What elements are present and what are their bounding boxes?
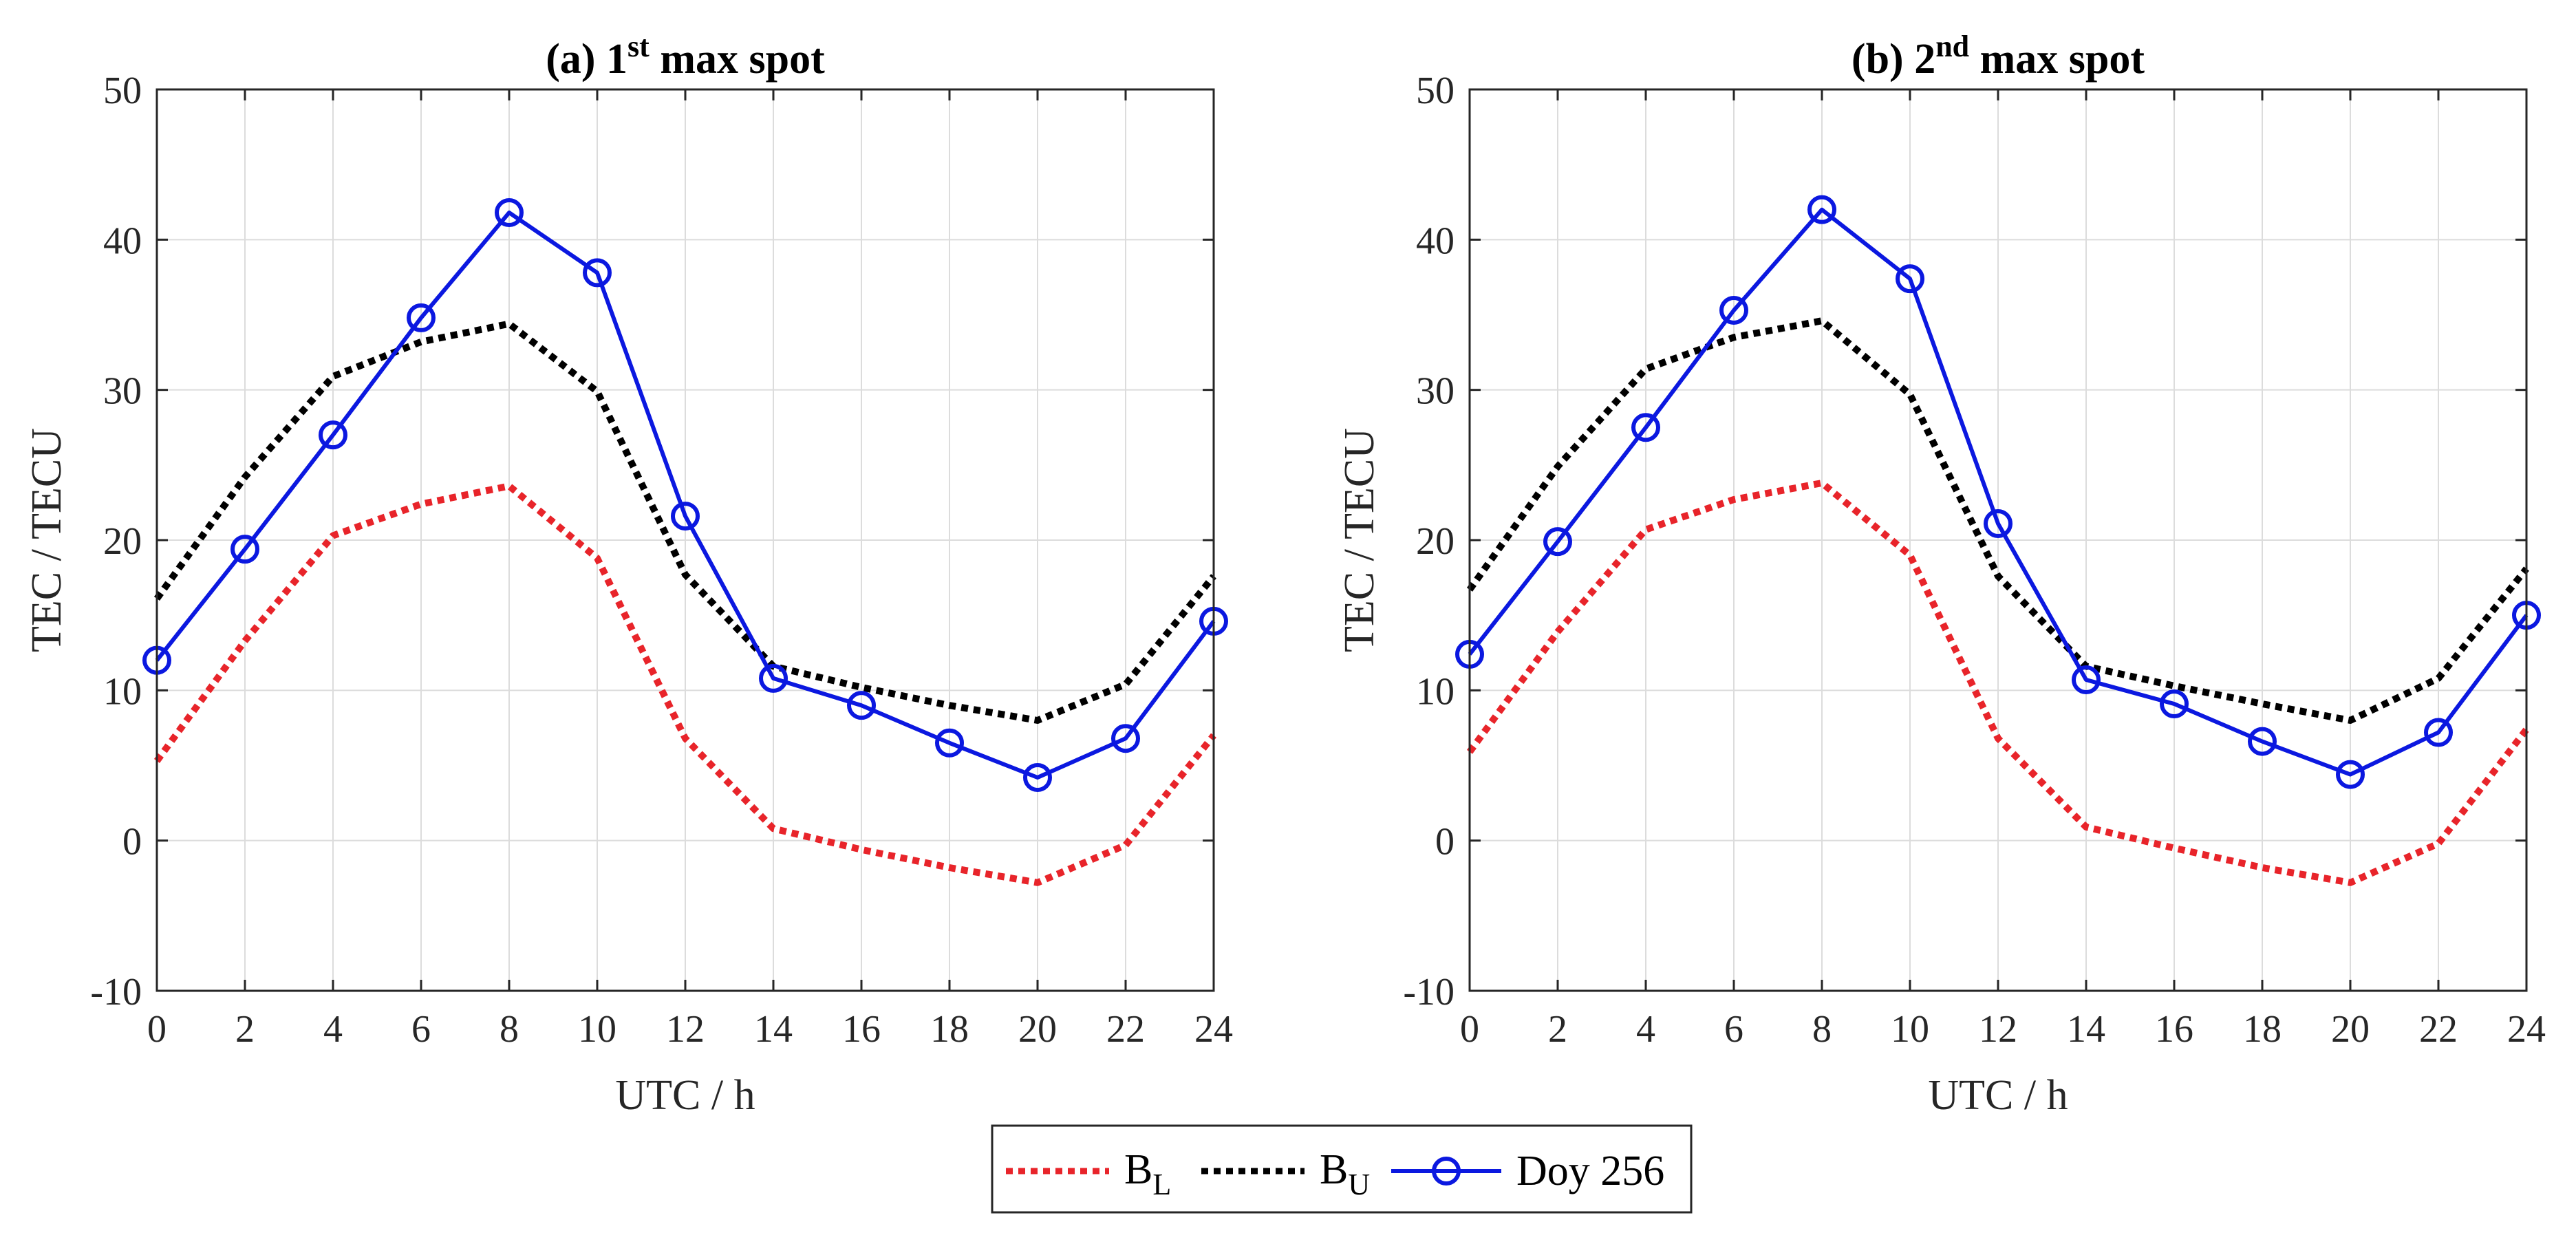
legend-swatch-doy-marker <box>1432 1157 1461 1186</box>
doy-256-marker <box>2336 760 2365 789</box>
y-tick-label: 10 <box>1416 670 1455 713</box>
doy-256-marker <box>759 663 788 693</box>
doy-256-marker <box>2248 727 2277 756</box>
chart-title-b: (b) 2nd max spot <box>1852 30 2145 83</box>
x-tick-label: 2 <box>1548 1008 1567 1051</box>
chart-panel-a: (a) 1st max spot 0 2 4 6 8 10 12 14 16 18 20 22 24-1… <box>23 30 1233 1119</box>
doy-256-marker <box>1631 413 1660 442</box>
x-tick-label: 0 <box>147 1008 167 1051</box>
doy-256-marker <box>319 420 347 450</box>
x-tick-label: 20 <box>1018 1008 1057 1051</box>
x-tick-label: 8 <box>500 1008 519 1051</box>
x-tick-label: 18 <box>930 1008 969 1051</box>
doy-256-marker <box>2072 665 2101 695</box>
chart-title-a: (a) 1st max spot <box>546 30 825 83</box>
legend-entry-bu: BU <box>1201 1146 1370 1201</box>
y-tick-label: 50 <box>103 69 142 112</box>
series-b-u-line <box>1466 317 2529 724</box>
doy-256-marker <box>2160 689 2189 718</box>
x-tick-label: 8 <box>1812 1008 1832 1051</box>
series-doy-256-line <box>1468 207 2529 777</box>
legend-entry-doy: Doy 256 <box>1391 1148 1664 1194</box>
x-tick-label: 4 <box>1636 1008 1655 1051</box>
x-tick-label: 24 <box>2507 1008 2546 1051</box>
y-tick-label: 0 <box>122 821 142 864</box>
doy-256-marker <box>1023 762 1052 792</box>
doy-256-marker <box>1984 508 2012 538</box>
x-tick-label: 20 <box>2331 1008 2370 1051</box>
doy-256-marker <box>671 502 700 531</box>
series-doy-256-line <box>155 211 1216 780</box>
y-tick-label: 20 <box>1416 520 1455 563</box>
x-tick-label: 14 <box>754 1008 793 1051</box>
x-tick-label: 18 <box>2243 1008 2282 1051</box>
legend-label-doy: Doy 256 <box>1516 1148 1664 1194</box>
x-tick-label: 24 <box>1194 1008 1233 1051</box>
x-tick-label: 6 <box>411 1008 431 1051</box>
doy-256-marker <box>583 258 612 288</box>
x-tick-label: 16 <box>842 1008 881 1051</box>
chart-panel-b: (b) 2nd max spot 0 2 4 6 8 10 12 14 16 18 20 22 24-1… <box>1336 30 2546 1119</box>
x-tick-label: 10 <box>1891 1008 1929 1051</box>
x-tick-label: 12 <box>1979 1008 2017 1051</box>
doy-256-marker <box>1807 195 1836 224</box>
y-tick-label: 40 <box>103 219 142 262</box>
doy-256-marker <box>230 535 259 564</box>
y-tick-label: 10 <box>103 670 142 713</box>
x-tick-label: 6 <box>1724 1008 1743 1051</box>
y-tick-label: 30 <box>1416 370 1455 413</box>
x-axis-label-a: UTC / h <box>615 1072 755 1119</box>
x-tick-label: 22 <box>1106 1008 1145 1051</box>
y-axis-label-b: TEC / TECU <box>1336 428 1383 652</box>
doy-256-marker <box>847 691 876 720</box>
y-tick-label: -10 <box>90 971 142 1014</box>
y-tick-label: -10 <box>1403 971 1455 1014</box>
x-tick-label: 2 <box>235 1008 255 1051</box>
doy-256-marker <box>495 198 524 228</box>
series-b-u-line <box>153 320 1216 724</box>
legend-entry-bl: BL <box>1006 1146 1171 1201</box>
legend-label-bl: BL <box>1124 1146 1171 1201</box>
doy-256-marker <box>2424 718 2453 747</box>
series-b-l-line <box>153 482 1216 886</box>
x-tick-label: 12 <box>666 1008 705 1051</box>
doy-256-marker <box>935 728 964 758</box>
legend: BL BU Doy 256 <box>991 1124 1693 1214</box>
y-tick-label: 30 <box>103 370 142 413</box>
doy-256-marker <box>1543 527 1572 557</box>
y-axis-label-a: TEC / TECU <box>23 428 70 652</box>
x-tick-label: 10 <box>578 1008 616 1051</box>
doy-256-marker <box>407 303 436 332</box>
x-axis-label-b: UTC / h <box>1928 1072 2068 1119</box>
series-b-l-line <box>1466 480 2529 886</box>
legend-label-bu: BU <box>1320 1146 1370 1201</box>
x-tick-label: 4 <box>323 1008 343 1051</box>
x-tick-label: 22 <box>2419 1008 2458 1051</box>
x-tick-label: 14 <box>2067 1008 2105 1051</box>
x-tick-label: 0 <box>1460 1008 1479 1051</box>
doy-256-marker <box>1111 724 1140 753</box>
y-tick-label: 40 <box>1416 219 1455 262</box>
doy-256-marker <box>1896 264 1924 294</box>
series-a <box>142 198 1228 886</box>
x-tick-label: 16 <box>2155 1008 2193 1051</box>
doy-256-marker <box>1719 295 1748 325</box>
y-tick-label: 20 <box>103 520 142 563</box>
y-tick-label: 0 <box>1435 821 1455 864</box>
y-tick-label: 50 <box>1416 69 1455 112</box>
